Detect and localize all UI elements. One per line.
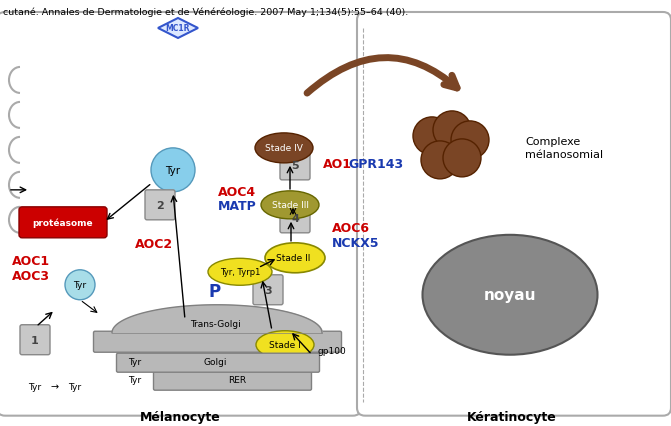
Text: 5: 5 bbox=[291, 161, 299, 171]
Text: 1: 1 bbox=[31, 336, 39, 346]
Text: cutané. Annales de Dermatologie et de Vénéréologie. 2007 May 1;134(5):55–64 (40): cutané. Annales de Dermatologie et de Vé… bbox=[3, 8, 408, 17]
FancyBboxPatch shape bbox=[0, 12, 361, 416]
FancyBboxPatch shape bbox=[253, 275, 283, 305]
FancyBboxPatch shape bbox=[280, 150, 310, 180]
Circle shape bbox=[421, 141, 459, 179]
Text: Stade IV: Stade IV bbox=[265, 144, 303, 153]
Text: Tyr: Tyr bbox=[73, 281, 87, 290]
FancyBboxPatch shape bbox=[280, 203, 310, 233]
Text: GPR143: GPR143 bbox=[348, 158, 403, 171]
Text: Mélanocyte: Mélanocyte bbox=[140, 411, 220, 424]
Text: →: → bbox=[51, 383, 59, 393]
Text: MATP: MATP bbox=[218, 200, 257, 213]
Ellipse shape bbox=[255, 133, 313, 163]
Ellipse shape bbox=[256, 331, 314, 359]
FancyBboxPatch shape bbox=[19, 207, 107, 238]
Circle shape bbox=[413, 117, 451, 155]
Text: gp100: gp100 bbox=[318, 347, 347, 356]
FancyBboxPatch shape bbox=[154, 371, 311, 390]
Text: 2: 2 bbox=[156, 201, 164, 211]
Text: noyau: noyau bbox=[484, 288, 536, 303]
Text: 4: 4 bbox=[291, 214, 299, 224]
Text: P: P bbox=[209, 283, 221, 301]
Circle shape bbox=[451, 121, 489, 159]
Text: protéasome: protéasome bbox=[33, 218, 93, 227]
Text: Stade III: Stade III bbox=[272, 201, 309, 210]
Text: AO1: AO1 bbox=[323, 158, 352, 171]
Circle shape bbox=[443, 139, 481, 177]
Text: AOC2: AOC2 bbox=[135, 238, 173, 251]
FancyArrowPatch shape bbox=[307, 58, 457, 93]
Text: Kératinocyte: Kératinocyte bbox=[467, 411, 557, 424]
Text: MC1R: MC1R bbox=[166, 24, 191, 34]
Text: NCKX5: NCKX5 bbox=[332, 237, 380, 250]
Text: AOC3: AOC3 bbox=[12, 270, 50, 283]
Circle shape bbox=[433, 111, 471, 149]
Polygon shape bbox=[158, 18, 198, 38]
FancyBboxPatch shape bbox=[20, 325, 50, 355]
Text: Tyr: Tyr bbox=[68, 383, 82, 392]
Text: Stade I: Stade I bbox=[269, 341, 301, 350]
Text: Stade II: Stade II bbox=[276, 254, 310, 263]
Text: Tyr: Tyr bbox=[166, 166, 180, 176]
FancyBboxPatch shape bbox=[117, 353, 319, 372]
Text: mélanosomial: mélanosomial bbox=[525, 150, 603, 160]
Text: AOC4: AOC4 bbox=[218, 186, 256, 199]
Text: Golgi: Golgi bbox=[203, 358, 227, 367]
Text: Tyr: Tyr bbox=[28, 383, 42, 392]
Ellipse shape bbox=[423, 235, 597, 355]
Text: Complexe: Complexe bbox=[525, 137, 580, 147]
Text: Tyr: Tyr bbox=[128, 358, 142, 367]
Text: AOC6: AOC6 bbox=[332, 222, 370, 235]
Text: Tyr, Tyrp1: Tyr, Tyrp1 bbox=[220, 268, 260, 277]
Ellipse shape bbox=[265, 243, 325, 273]
Text: RER: RER bbox=[228, 376, 246, 385]
Circle shape bbox=[65, 270, 95, 300]
Text: AOC1: AOC1 bbox=[12, 255, 50, 268]
FancyBboxPatch shape bbox=[357, 12, 671, 416]
Ellipse shape bbox=[208, 258, 272, 285]
Ellipse shape bbox=[261, 191, 319, 219]
Text: Trans-Golgi: Trans-Golgi bbox=[190, 320, 240, 329]
FancyBboxPatch shape bbox=[93, 331, 342, 352]
Circle shape bbox=[151, 148, 195, 192]
Text: 3: 3 bbox=[264, 286, 272, 296]
Text: Tyr: Tyr bbox=[128, 376, 142, 385]
FancyBboxPatch shape bbox=[145, 190, 175, 220]
